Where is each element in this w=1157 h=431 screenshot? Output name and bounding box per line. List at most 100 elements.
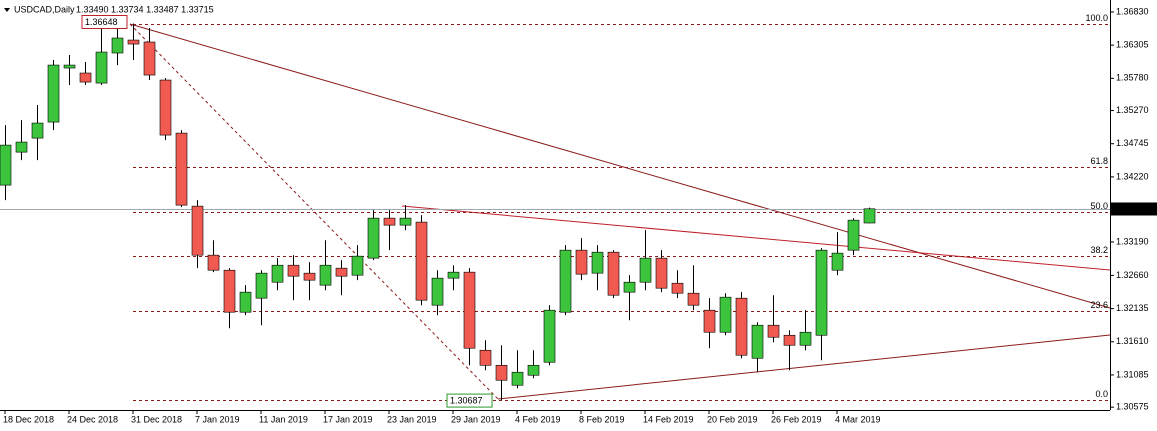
candle — [31, 105, 44, 161]
candle-body — [863, 208, 876, 224]
candle-body — [319, 264, 332, 286]
candle — [143, 27, 156, 81]
y-tick-label: 1.34745 — [1116, 138, 1149, 148]
candle-body — [575, 249, 588, 275]
current-price-tag — [1111, 202, 1157, 216]
candle-body — [543, 309, 556, 363]
fib-label: 0.0 — [1095, 389, 1108, 399]
chart-title: USDCAD,Daily — [14, 4, 75, 14]
candle-body — [191, 205, 204, 256]
candle — [447, 265, 460, 291]
candle-body — [463, 271, 476, 349]
candle-body — [367, 217, 380, 259]
x-tick-label: 20 Feb 2019 — [707, 414, 758, 424]
x-tick-label: 7 Jan 2019 — [195, 414, 240, 424]
candle-body — [735, 297, 748, 356]
candle — [591, 245, 604, 291]
fib-label: 50.0 — [1090, 201, 1108, 211]
candle-body — [655, 257, 668, 289]
price-box-label: 1.36648 — [85, 17, 118, 27]
candle — [639, 230, 652, 291]
y-tick-label: 1.30575 — [1116, 402, 1149, 412]
candle — [415, 215, 428, 306]
x-tick-label: 18 Dec 2018 — [3, 414, 54, 424]
candle-body — [271, 264, 284, 283]
candle-body — [383, 217, 396, 226]
candle — [271, 258, 284, 291]
trendline — [497, 334, 1111, 400]
x-tick-label: 24 Dec 2018 — [67, 414, 118, 424]
candle-body — [255, 272, 268, 299]
candle-body — [799, 331, 812, 346]
candle-body — [127, 39, 140, 45]
candle — [191, 200, 204, 269]
x-tick-label: 8 Feb 2019 — [579, 414, 625, 424]
candle — [831, 232, 844, 276]
y-tick-label: 1.32660 — [1116, 270, 1149, 280]
candle — [703, 298, 716, 349]
candle — [287, 255, 300, 301]
candle-body — [447, 271, 460, 279]
x-tick-label: 29 Jan 2019 — [451, 414, 501, 424]
y-tick-label: 1.33190 — [1116, 236, 1149, 246]
y-tick-label: 1.31610 — [1116, 336, 1149, 346]
candle — [127, 23, 140, 61]
candle-body — [207, 254, 220, 271]
candle-body — [639, 257, 652, 283]
x-tick-label: 4 Mar 2019 — [835, 414, 881, 424]
candle-body — [351, 255, 364, 276]
candle-body — [79, 72, 92, 83]
candle — [543, 305, 556, 366]
y-tick-label: 1.32135 — [1116, 303, 1149, 313]
candle-body — [623, 281, 636, 293]
candle — [175, 130, 188, 208]
candle — [623, 275, 636, 321]
candle — [207, 240, 220, 273]
candle-body — [527, 364, 540, 376]
header-ohlc: 1.33490 1.33734 1.33487 1.33715 — [76, 4, 214, 14]
candle — [255, 270, 268, 326]
candle-body — [415, 221, 428, 301]
y-tick-label: 1.35270 — [1116, 105, 1149, 115]
candle-body — [399, 217, 412, 226]
x-tick-label: 23 Jan 2019 — [387, 414, 437, 424]
candle — [783, 330, 796, 371]
candle — [815, 248, 828, 361]
candle — [751, 322, 764, 373]
x-tick-label: 31 Dec 2018 — [131, 414, 182, 424]
candle — [607, 250, 620, 299]
collapse-arrow[interactable] — [4, 8, 10, 12]
candle — [303, 262, 316, 301]
y-tick-label: 1.36830 — [1116, 6, 1149, 16]
fib-label: 61.8 — [1090, 156, 1108, 166]
x-tick-label: 4 Feb 2019 — [515, 414, 561, 424]
candle — [159, 78, 172, 141]
candle-body — [559, 249, 572, 313]
candle-body — [687, 292, 700, 306]
candle — [0, 125, 12, 201]
candle — [799, 310, 812, 351]
candle-body — [15, 141, 28, 153]
candle — [239, 285, 252, 316]
candle-body — [95, 51, 108, 84]
candle — [399, 205, 412, 231]
trendlines — [129, 23, 1111, 400]
candle — [95, 25, 108, 86]
candle-body — [223, 269, 236, 313]
candle-body — [671, 282, 684, 294]
y-tick-label: 1.35780 — [1116, 73, 1149, 83]
candle-body — [751, 324, 764, 359]
price-box — [81, 15, 128, 30]
candle-body — [511, 371, 524, 386]
y-tick-label: 1.34220 — [1116, 171, 1149, 181]
y-tick-label: 1.36305 — [1116, 40, 1149, 50]
candle — [223, 268, 236, 329]
candle — [79, 62, 92, 86]
candle — [719, 293, 732, 336]
fib-label: 38.2 — [1090, 245, 1108, 255]
candle — [63, 55, 76, 86]
candle — [367, 210, 380, 261]
price-box — [446, 393, 493, 408]
candle — [767, 295, 780, 343]
